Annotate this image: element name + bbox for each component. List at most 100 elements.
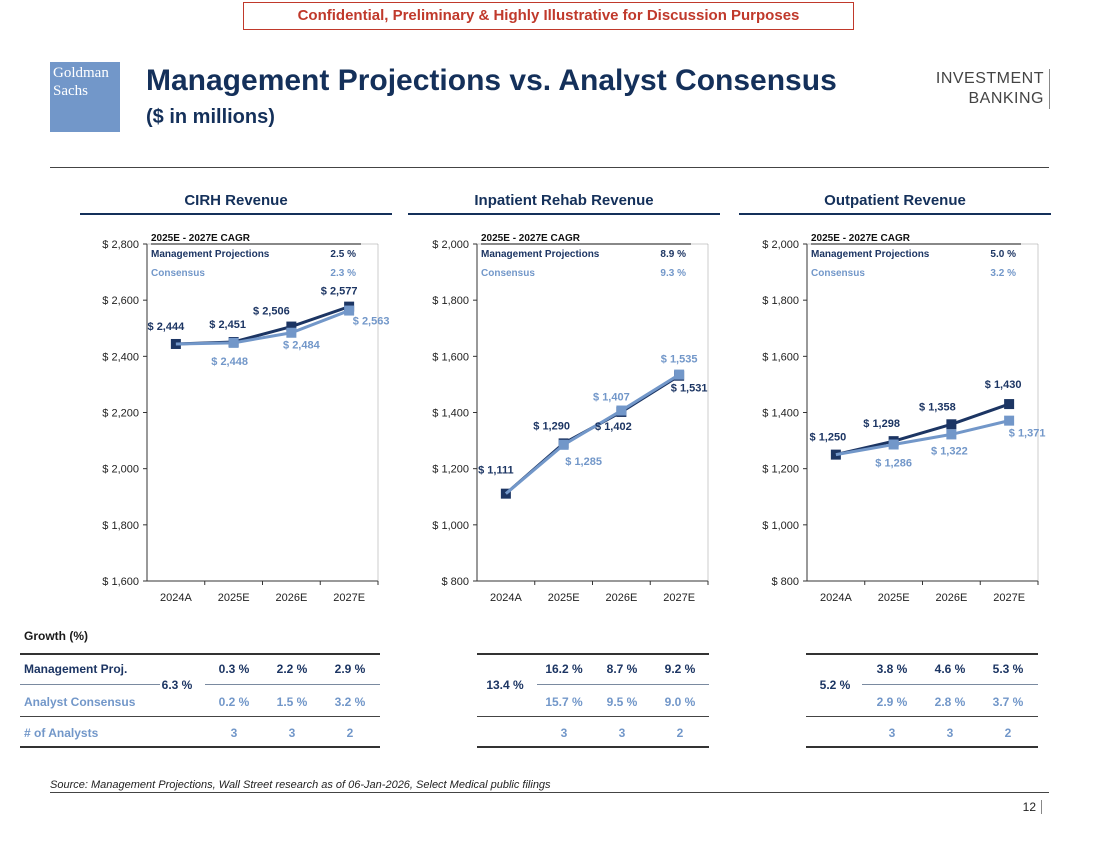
mgmt-growth-cirh-2027: 2.9 % <box>334 662 366 676</box>
growth-heading: Growth (%) <box>24 629 88 643</box>
footer-divider <box>50 792 1049 793</box>
page-title: Management Projections vs. Analyst Conse… <box>146 64 837 97</box>
table-rule-mid-1 <box>205 684 380 685</box>
consensus-line <box>175 309 350 346</box>
x-tick-label: 2025E <box>548 592 580 604</box>
consensus-marker <box>228 337 239 348</box>
management-line <box>835 402 1010 457</box>
consensus-data-label: $ 1,371 <box>1009 428 1046 440</box>
table-rule-lower-1 <box>20 716 380 717</box>
management-data-label: $ 2,451 <box>209 319 246 331</box>
cons-growth-inpatient-2026: 9.5 % <box>606 695 638 709</box>
analysts-cirh-2025: 3 <box>230 726 238 740</box>
consensus-marker <box>286 327 297 338</box>
page-number: 12 <box>1023 800 1042 814</box>
management-data-label: $ 1,290 <box>533 420 570 432</box>
table-rule-bottom-3 <box>806 746 1038 748</box>
consensus-marker <box>674 369 685 380</box>
mgmt-growth-inpatient-2025: 16.2 % <box>545 662 583 676</box>
management-data-label: $ 1,358 <box>919 401 956 413</box>
management-marker <box>946 419 957 430</box>
cagr-header: 2025E - 2027E CAGR <box>481 233 581 244</box>
panel-rule-outpatient <box>739 213 1051 215</box>
x-tick-label: 2025E <box>218 592 250 604</box>
consensus-marker <box>344 305 355 316</box>
cagr-consensus-label: Consensus <box>811 268 865 279</box>
y-tick-label: $ 2,600 <box>102 295 139 307</box>
outpatient-revenue-chart: $ 800 $ 1,000 $ 1,200 $ 1,400 $ 1,600 $ 1,800… <box>762 233 1046 604</box>
brand-line-1: INVESTMENT <box>935 70 1044 87</box>
cagr-consensus-label: Consensus <box>481 268 535 279</box>
table-rule-bottom-1 <box>20 746 380 748</box>
row-label-consensus: Analyst Consensus <box>24 695 136 709</box>
cagr-header: 2025E - 2027E CAGR <box>151 233 251 244</box>
x-tick-label: 2027E <box>333 592 365 604</box>
table-rule-top-3 <box>806 653 1038 655</box>
consensus-data-label: $ 2,484 <box>283 340 321 352</box>
cons-growth-outpatient-2026: 2.8 % <box>934 695 966 709</box>
analysts-inpatient-2027: 2 <box>676 726 684 740</box>
consensus-marker <box>888 439 899 450</box>
analysts-inpatient-2025: 3 <box>560 726 568 740</box>
panel-title-cirh: CIRH Revenue <box>184 192 288 209</box>
y-tick-label: $ 1,200 <box>432 464 469 476</box>
table-rule-top-2 <box>477 653 709 655</box>
management-marker <box>286 321 297 332</box>
cons-growth-inpatient-2025: 15.7 % <box>545 695 583 709</box>
y-tick-label: $ 2,000 <box>762 239 799 251</box>
header-divider <box>50 167 1049 168</box>
panel-title-outpatient: Outpatient Revenue <box>824 192 966 209</box>
consensus-marker <box>558 439 569 450</box>
mgmt-growth-outpatient-2025: 3.8 % <box>876 662 908 676</box>
y-tick-label: $ 2,200 <box>102 408 139 420</box>
management-data-label: $ 2,577 <box>321 286 358 298</box>
analysts-outpatient-2027: 2 <box>1004 726 1012 740</box>
x-tick-label: 2024A <box>160 592 192 604</box>
cagr-consensus-value: 2.3 % <box>330 268 356 279</box>
cons-growth-inpatient-2027: 9.0 % <box>664 695 696 709</box>
row-label-management: Management Proj. <box>24 662 128 676</box>
panel-rule-cirh <box>80 213 392 215</box>
x-tick-label: 2024A <box>820 592 852 604</box>
analysts-outpatient-2026: 3 <box>946 726 954 740</box>
source-footnote: Source: Management Projections, Wall Str… <box>50 779 551 791</box>
consensus-data-label: $ 2,563 <box>353 316 390 328</box>
consensus-data-label: $ 2,448 <box>211 356 248 368</box>
x-tick-label: 2025E <box>878 592 910 604</box>
consensus-marker <box>1004 415 1015 426</box>
cons-growth-cirh-2026: 1.5 % <box>276 695 308 709</box>
cagr-consensus-value: 9.3 % <box>660 268 686 279</box>
mgmt-growth-inpatient-2027: 9.2 % <box>664 662 696 676</box>
inpatient-rehab-revenue-chart: $ 800 $ 1,000 $ 1,200 $ 1,400 $ 1,600 $ 1,800… <box>432 233 709 604</box>
table-rule-lower-2 <box>477 716 709 717</box>
y-tick-label: $ 800 <box>441 576 469 588</box>
cagr-management-label: Management Projections <box>481 249 600 260</box>
management-data-label: $ 1,250 <box>810 432 847 444</box>
management-data-label: $ 2,444 <box>148 321 186 333</box>
mgmt-growth-outpatient-2026: 4.6 % <box>934 662 966 676</box>
y-tick-label: $ 1,800 <box>762 295 799 307</box>
y-tick-label: $ 1,800 <box>432 295 469 307</box>
hist-growth-outpatient: 5.2 % <box>819 678 851 692</box>
consensus-marker <box>616 405 627 416</box>
y-tick-label: $ 1,800 <box>102 520 139 532</box>
page-subtitle: ($ in millions) <box>146 106 275 128</box>
cons-growth-outpatient-2025: 2.9 % <box>876 695 908 709</box>
cons-growth-cirh-2025: 0.2 % <box>218 695 250 709</box>
mgmt-growth-inpatient-2026: 8.7 % <box>606 662 638 676</box>
cagr-header: 2025E - 2027E CAGR <box>811 233 911 244</box>
cagr-management-value: 2.5 % <box>330 249 356 260</box>
brand-line-2: BANKING <box>968 90 1044 107</box>
management-marker <box>1004 399 1015 410</box>
analysts-outpatient-2025: 3 <box>888 726 896 740</box>
y-tick-label: $ 1,400 <box>762 408 799 420</box>
management-data-label: $ 1,430 <box>985 379 1022 391</box>
cagr-management-label: Management Projections <box>811 249 930 260</box>
panel-title-inpatient: Inpatient Rehab Revenue <box>474 192 654 209</box>
cons-growth-cirh-2027: 3.2 % <box>334 695 366 709</box>
cagr-management-value: 8.9 % <box>660 249 686 260</box>
consensus-data-label: $ 1,407 <box>593 392 630 404</box>
x-tick-label: 2026E <box>275 592 307 604</box>
cirh-revenue-chart: $ 1,600 $ 1,800 $ 2,000 $ 2,200 $ 2,400 $ 2,6… <box>102 233 390 604</box>
analysts-cirh-2026: 3 <box>288 726 296 740</box>
